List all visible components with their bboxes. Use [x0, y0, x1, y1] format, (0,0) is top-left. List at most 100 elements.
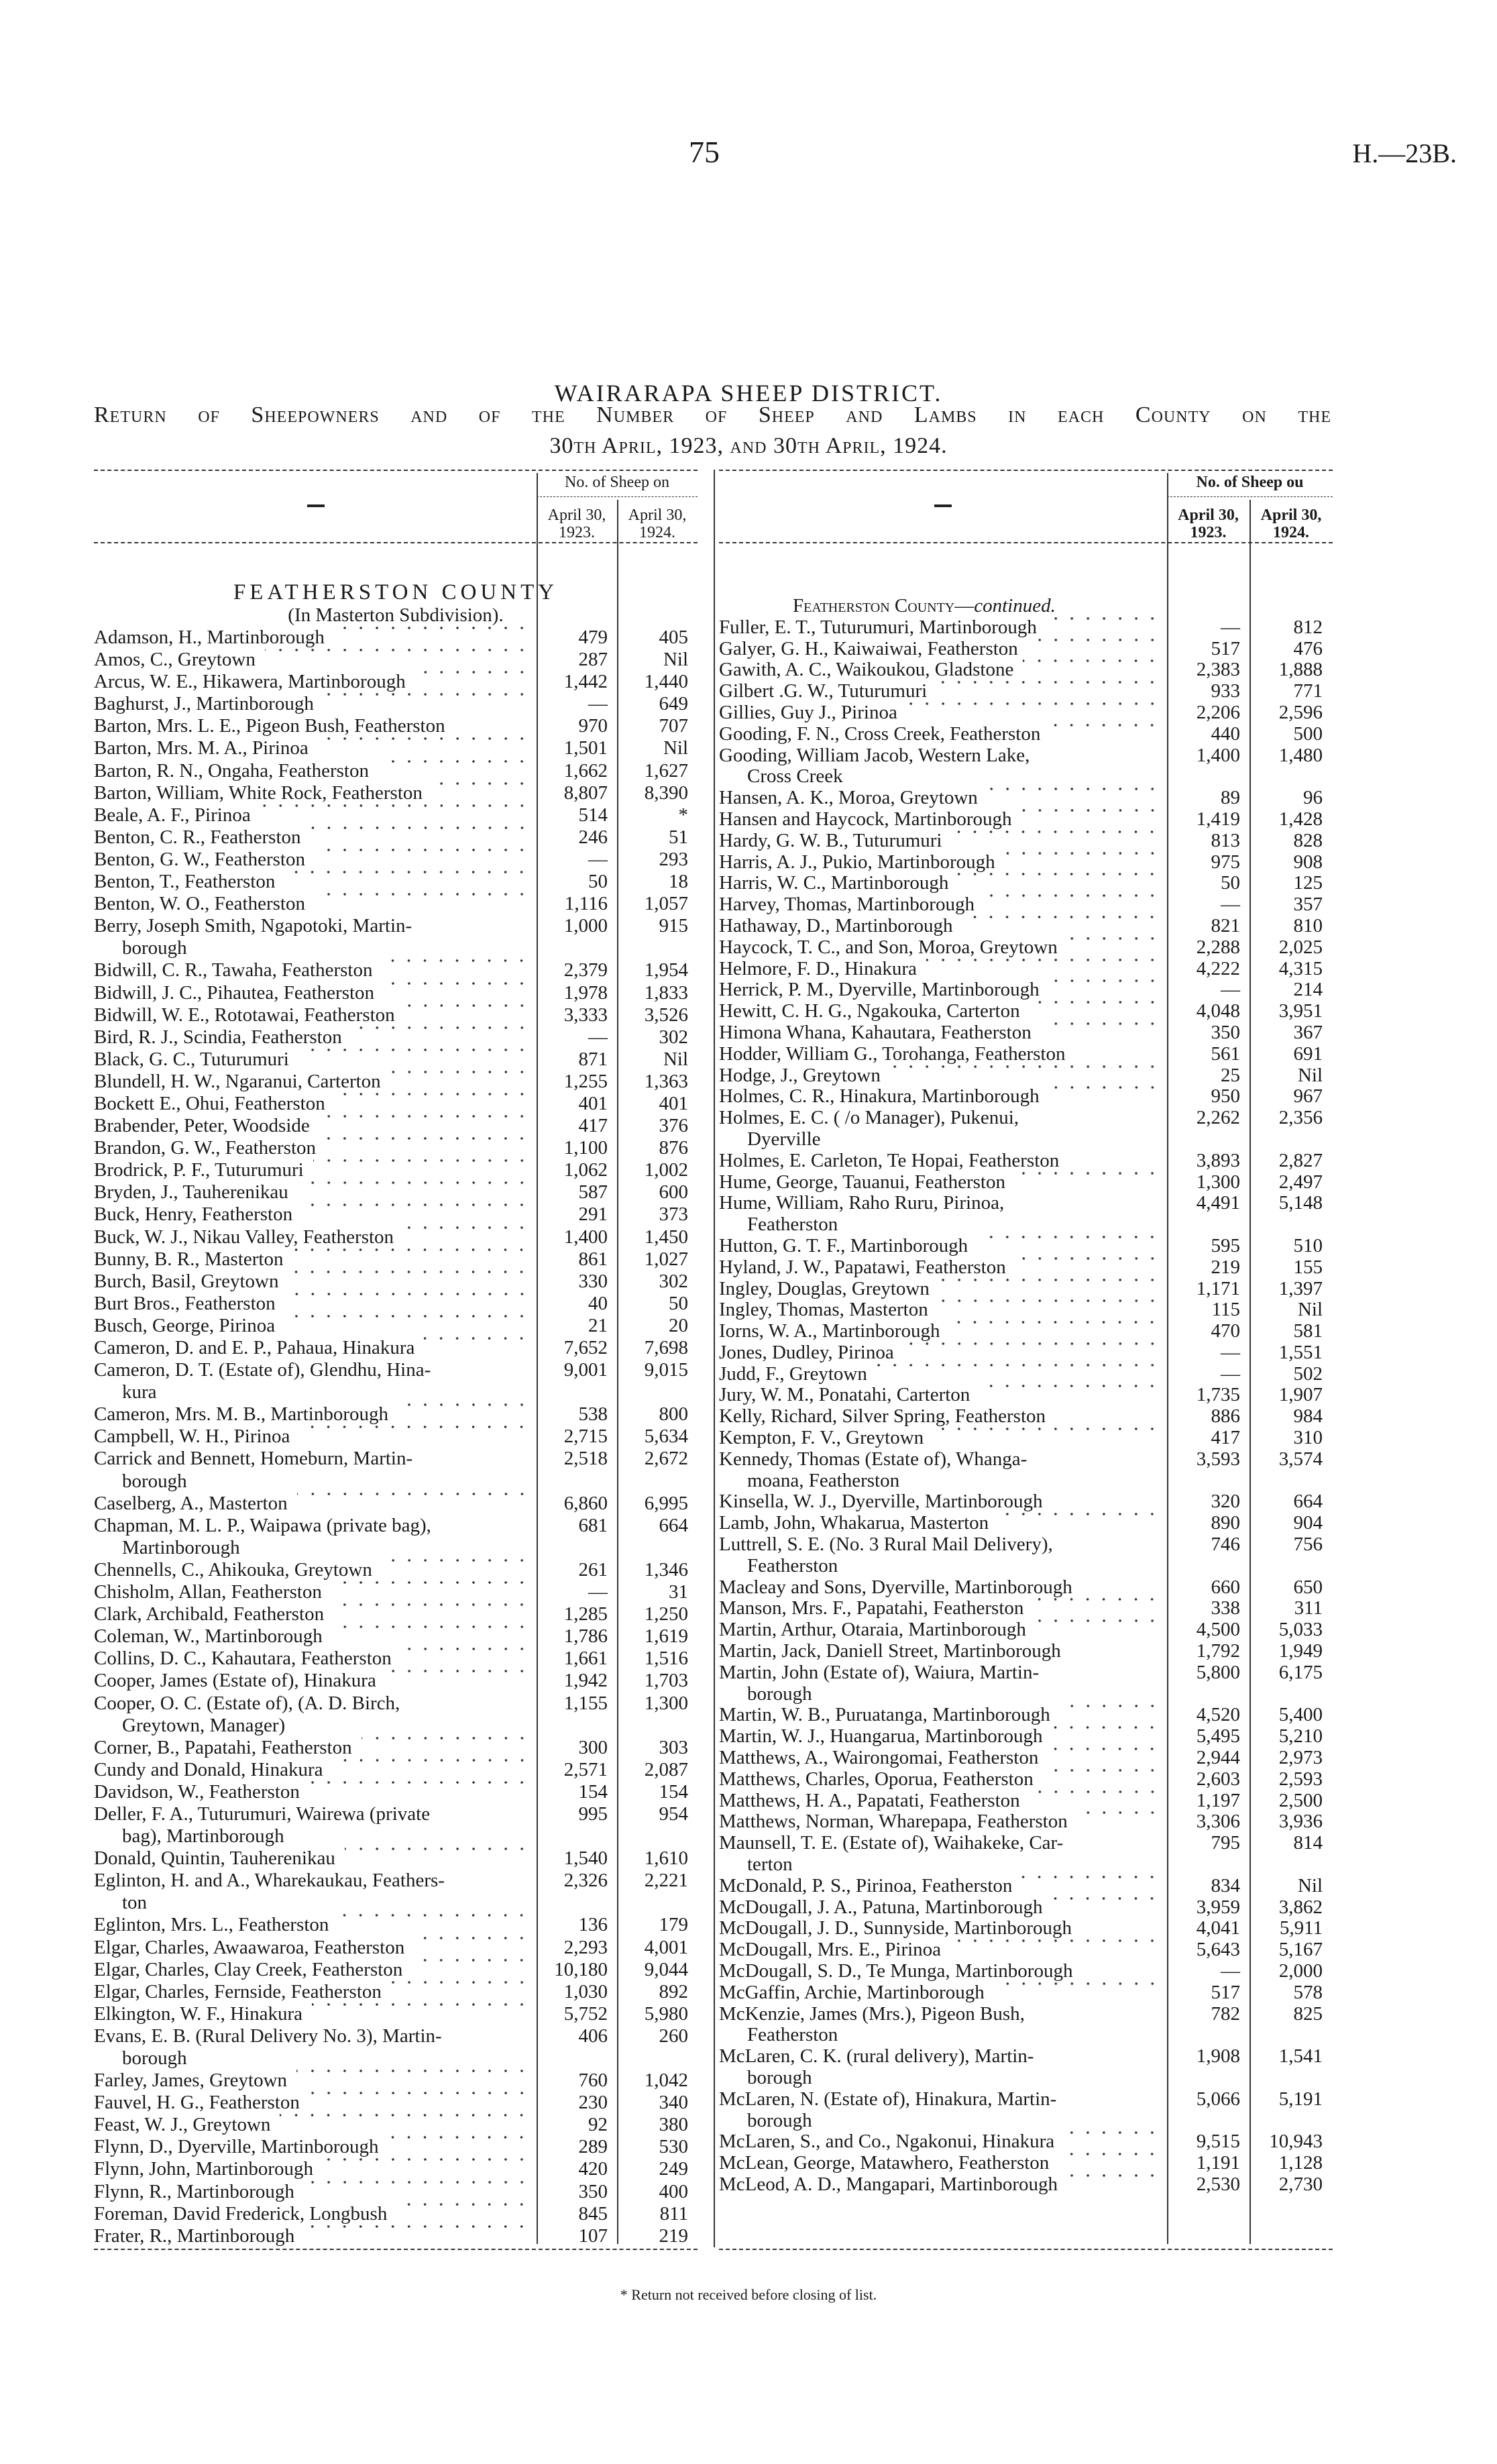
leader-dots: [309, 1780, 530, 1784]
owner-name: Eglinton, H. and A., Wharekaukau, Feathe…: [94, 1870, 445, 1892]
sheep-1923: 1,442: [563, 671, 608, 693]
sheep-1924: 357: [1293, 894, 1323, 916]
sheep-1924: 1,440: [644, 671, 688, 693]
owner-name: McDougall, J. D., Sunnyside, Martinborou…: [719, 1917, 1072, 1939]
table-row: Donald, Quintin, Tauherenikau 1,540 1,610: [94, 1847, 698, 1870]
owner-cell: Martin, Arthur, Otaraia, Martinborough: [719, 1619, 1167, 1641]
sheep-1923: 4,500: [1196, 1619, 1240, 1641]
sheep-1923: 246: [578, 826, 608, 848]
table-row: Elkington, W. F., Hinakura 5,752 5,980: [94, 2002, 698, 2025]
sheep-1924: Nil: [663, 1048, 688, 1070]
sheep-1923: 813: [1211, 829, 1241, 851]
owner-cell: Cooper, James (Estate of), Hinakura: [94, 1670, 537, 1692]
leader-dots: [1030, 745, 1167, 767]
continued-label: continued.: [974, 595, 1056, 617]
sheep-1924: 5,148: [1278, 1192, 1323, 1214]
leader-dots: [1004, 851, 1160, 855]
table-row: Ingley, Thomas, Masterton 115 Nil: [719, 1299, 1333, 1321]
sheep-1924: 600: [659, 1181, 689, 1203]
leader-dots: [1072, 1577, 1167, 1599]
footnote: * Return not received before closing of …: [620, 2286, 877, 2303]
sheep-1924: 1,516: [644, 1648, 688, 1670]
table-row: Buck, Henry, Featherston 291 373: [94, 1203, 698, 1226]
sheep-1924: 4,315: [1278, 957, 1323, 979]
table-bottom-rule: [94, 2249, 698, 2250]
owner-cell: Haycock, T. C., and Son, Moroa, Greytown: [719, 936, 1167, 959]
leader-dots: [400, 1648, 530, 1651]
sheep-1924: 310: [1293, 1427, 1323, 1449]
sheep-1924: 500: [1293, 722, 1323, 745]
owner-name: Hansen, A. K., Moroa, Greytown: [719, 787, 978, 809]
owner-name: Hewitt, C. H. G., Ngakouka, Carterton: [719, 1000, 1020, 1022]
sheep-1923: 4,041: [1196, 1917, 1240, 1939]
sheep-1924: 1,551: [1278, 1341, 1323, 1363]
leader-dots: [430, 1803, 537, 1825]
half-divider-rule: [714, 470, 715, 2247]
table-row: Hodder, William G., Torohanga, Featherst…: [719, 1043, 1333, 1065]
owner-name: Farley, James, Greytown: [94, 2070, 288, 2092]
leader-dots: [431, 1359, 537, 1381]
group-header-right: No. of Sheep ou: [1196, 474, 1304, 491]
table-bottom-rule-right: [719, 2249, 1333, 2250]
owner-cell: Buck, W. J., Nikau Valley, Featherston: [94, 1226, 537, 1248]
owner-cell: Elgar, Charles, Awaawaroa, Featherston: [94, 1936, 537, 1959]
sheep-1924: 581: [1293, 1320, 1323, 1342]
sheep-1924: 367: [1293, 1021, 1323, 1043]
owner-cell: Bunny, B. R., Masterton: [94, 1248, 537, 1271]
owner-name: Bidwill, W. E., Rototawai, Featherston: [94, 1004, 395, 1026]
table-row: McDougall, S. D., Te Munga, Martinboroug…: [719, 1960, 1333, 1982]
leader-dots: [284, 871, 530, 874]
sheep-1924: 260: [659, 2025, 689, 2047]
owner-cell: McLaren, N. (Estate of), Hinakura, Marti…: [719, 2088, 1167, 2110]
owner-cell: Eglinton, H. and A., Wharekaukau, Feathe…: [94, 1870, 537, 1892]
sheep-1924: 810: [1293, 914, 1323, 936]
column-header-1923: April 30, 1923.: [547, 506, 606, 541]
table-row: Flynn, D., Dyerville, Martinborough 289 53…: [94, 2136, 698, 2158]
leader-dots: [1048, 1748, 1160, 1751]
sheep-1923: 330: [578, 1270, 608, 1292]
owner-cell: Cameron, D. T. (Estate of), Glendhu, Hin…: [94, 1359, 537, 1381]
owner-name-continuation: Featherston: [747, 1214, 838, 1236]
sheep-1923: 9,001: [563, 1359, 608, 1381]
sheep-1924: 954: [659, 1803, 689, 1825]
owner-cell: Matthews, Charles, Oporua, Featherston: [719, 1768, 1167, 1790]
table-row: Chapman, M. L. P., Waipawa (private bag)…: [94, 1515, 698, 1537]
table-row: Bryden, J., Tauherenikau 587 600: [94, 1181, 698, 1203]
sheep-1923: 289: [578, 2136, 608, 2158]
leader-dots: [325, 1137, 530, 1140]
sheep-1923: 861: [578, 1248, 608, 1270]
sheep-1924: 771: [1293, 680, 1323, 702]
sheep-1924: 502: [1293, 1362, 1323, 1385]
sheep-1924: 578: [1293, 1981, 1323, 2003]
sheep-1923: 401: [578, 1092, 608, 1114]
owner-cell: Martin, Jack, Daniell Street, Martinboro…: [719, 1640, 1167, 1662]
owner-name: McLaren, N. (Estate of), Hinakura, Marti…: [719, 2088, 1057, 2110]
owner-name: Flynn, John, Martinborough: [94, 2158, 314, 2180]
owner-name: Benton, C. R., Featherston: [94, 826, 301, 848]
leader-dots: [1076, 1811, 1160, 1815]
sheep-1923: 2,530: [1196, 2173, 1240, 2195]
owner-name: Gawith, A. C., Waikoukou, Gladstone: [719, 659, 1014, 681]
sheep-1924: Nil: [1297, 1064, 1323, 1086]
sheep-1923: —: [1221, 616, 1240, 638]
owner-name-continuation: ton: [122, 1892, 148, 1914]
table-row: McDougall, J. D., Sunnyside, Martinborou…: [719, 1918, 1333, 1939]
owner-name: Martin, John (Estate of), Waiura, Martin…: [719, 1661, 1040, 1683]
owner-cell: Frater, R., Martinborough: [94, 2225, 537, 2247]
owner-cell: Hutton, G. T. F., Martinborough: [719, 1235, 1167, 1257]
sheep-1923: 587: [578, 1181, 608, 1203]
owner-cell: Judd, F., Greytown: [719, 1363, 1167, 1385]
table-row: Lamb, John, Whakarua, Masterton 890 904: [719, 1512, 1333, 1534]
owner-name: Burt Bros., Featherston: [94, 1292, 276, 1314]
table-row: McGaffin, Archie, Martinborough 517 578: [719, 1982, 1333, 2004]
table-row: Martin, Jack, Daniell Street, Martinboro…: [719, 1640, 1333, 1662]
sheep-1924: 125: [1293, 872, 1323, 894]
header-bottom-rule-right: [719, 542, 1333, 543]
sheep-1923: 5,495: [1196, 1725, 1240, 1748]
table-row: Cooper, O. C. (Estate of), (A. D. Birch,…: [94, 1693, 698, 1715]
sheep-1923: 1,191: [1196, 2152, 1240, 2174]
sheep-1924: 1,907: [1278, 1384, 1323, 1406]
group-header-rule-right: [1167, 496, 1333, 497]
table-row: Martin, John (Estate of), Waiura, Martin…: [719, 1662, 1333, 1684]
column-header-1924-right: April 30, 1924.: [1260, 506, 1322, 541]
